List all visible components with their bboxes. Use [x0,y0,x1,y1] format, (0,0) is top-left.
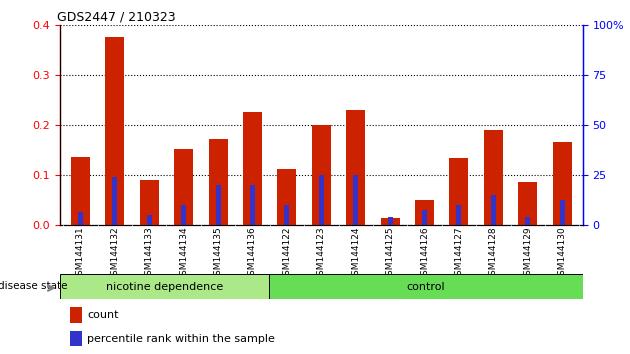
Text: GSM144125: GSM144125 [386,226,394,281]
Bar [78,212,83,225]
Text: GSM144132: GSM144132 [110,226,120,281]
Text: nicotine dependence: nicotine dependence [106,282,223,292]
Bar [269,274,583,299]
Bar [112,177,117,225]
Bar [147,215,152,225]
Bar [559,200,564,225]
Bar [449,158,468,225]
Bar [346,110,365,225]
Bar [525,217,530,225]
Text: control: control [406,282,445,292]
Bar [181,205,186,225]
Text: GSM144130: GSM144130 [558,226,566,281]
Bar [484,130,503,225]
Bar [422,210,427,225]
Bar [312,125,331,225]
Text: count: count [87,310,118,320]
Bar [456,205,462,225]
Bar [105,37,124,225]
Bar [60,274,269,299]
Bar [71,157,90,225]
Bar [277,169,296,225]
Bar [415,200,434,225]
Bar [319,175,324,225]
Bar [175,149,193,225]
Bar [250,185,255,225]
Text: GSM144124: GSM144124 [351,226,360,281]
Text: GDS2447 / 210323: GDS2447 / 210323 [57,11,176,24]
Bar [140,180,159,225]
Text: disease state: disease state [0,280,67,291]
Text: GSM144134: GSM144134 [179,226,188,281]
Bar [71,331,82,347]
Bar [491,195,496,225]
Bar [381,218,399,225]
Bar [553,142,571,225]
Bar [518,182,537,225]
Bar [215,185,220,225]
Text: GSM144128: GSM144128 [489,226,498,281]
Bar [353,175,358,225]
Text: GSM144123: GSM144123 [317,226,326,281]
Bar [243,112,262,225]
Bar [284,205,289,225]
Bar [71,307,82,323]
Bar [209,139,227,225]
Bar [387,217,392,225]
Text: GSM144131: GSM144131 [76,226,85,281]
Text: GSM144126: GSM144126 [420,226,429,281]
Text: percentile rank within the sample: percentile rank within the sample [87,333,275,344]
Text: GSM144135: GSM144135 [214,226,222,281]
Text: GSM144127: GSM144127 [454,226,464,281]
Text: GSM144129: GSM144129 [523,226,532,281]
Text: GSM144122: GSM144122 [282,226,292,281]
Text: GSM144136: GSM144136 [248,226,257,281]
Text: GSM144133: GSM144133 [145,226,154,281]
